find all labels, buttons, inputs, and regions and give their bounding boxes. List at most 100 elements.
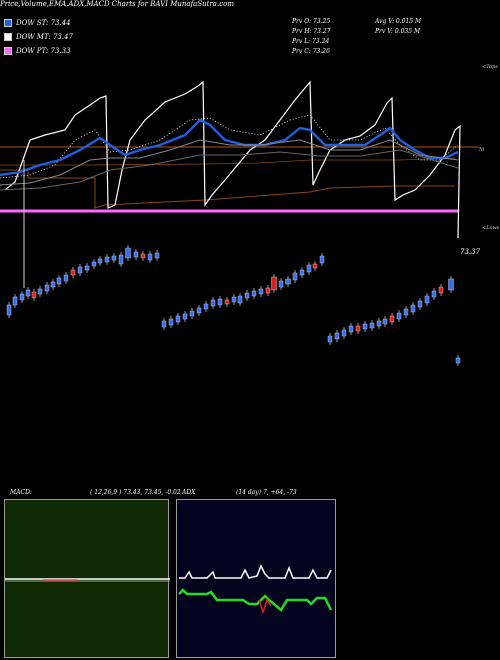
stat-prev-close: Prv C: 73.26 [292,48,330,55]
candle-body-54 [376,320,382,327]
stat-avg-volume: Avg V: 0.015 M [375,18,422,25]
candle-body-5 [37,288,43,295]
adx-white-line [179,564,332,579]
legend-label-mt: DOW MT: 73.47 [16,33,73,41]
candle-body-0 [6,304,12,316]
candle-body-46 [319,255,325,264]
ema-grey-line-b [0,149,459,191]
candle-body-21 [147,253,153,261]
candle-body-19 [133,251,139,258]
legend-swatch-pt [4,47,12,55]
candle-body-26 [182,313,188,320]
candle-body-14 [97,258,103,264]
candle-body-59 [410,304,416,313]
stat-prev-high: Prv H: 73.27 [292,28,331,35]
oscillator-line [4,80,461,239]
candle-body-9 [63,274,69,282]
candle-body-24 [168,318,174,326]
legend-label-pt: DOW PT: 73.33 [16,47,71,55]
stat-prev-low: Prv L: 73.24 [292,38,330,45]
candle-body-4 [31,291,37,299]
candle-body-15 [104,256,110,263]
candle-body-33 [231,296,237,303]
candle-body-40 [278,280,284,288]
legend-dow-mt: DOW MT: 73.47 [4,32,73,42]
candle-body-63 [438,286,444,294]
candle-body-49 [341,329,347,337]
stat-prev-open: Prv O: 73.25 [292,18,331,25]
candle-body-1 [12,296,18,306]
ema-grey-line-a [0,139,459,186]
candle-body-39 [271,276,277,291]
candle-body-34 [237,295,243,304]
candle-body-50 [348,325,354,333]
candle-body-2 [19,293,25,301]
candle-body-53 [369,322,375,329]
candle-body-29 [203,303,209,310]
candle-body-28 [196,307,202,314]
candle-body-6 [44,284,50,292]
candle-body-51 [355,325,361,332]
adx-panel [176,499,336,658]
candle-body-61 [424,295,430,304]
dow-mt-dotted-line [0,114,459,179]
candle-body-17 [118,254,124,265]
candle-body-11 [77,266,83,274]
legend-dow-pt: DOW PT: 73.33 [4,46,71,56]
macd-panel [4,499,170,658]
chart-title: Price,Volume,EMA,ADX,MACD Charts for RAV… [0,0,234,8]
candle-body-43 [299,269,305,276]
macd-chart [5,578,170,582]
candle-body-64 [448,278,454,291]
stat-prev-volume: Prv V: 0.035 M [375,28,421,35]
brown-upper-line [0,157,456,166]
legend-swatch-st [4,19,12,27]
candle-body-47 [327,335,333,343]
candle-body-41 [285,278,291,285]
price-chart [0,80,478,366]
candle-body-10 [70,269,76,276]
candle-body-13 [91,261,97,267]
candle-body-16 [111,255,117,261]
candle-body-35 [244,292,250,299]
lows-label: <Lows [482,225,500,231]
candle-body-31 [217,298,223,306]
adx-minus-di-line [258,598,272,615]
legend-label-st: DOW ST: 73.44 [16,19,71,27]
candle-body-30 [210,299,216,307]
candle-body-38 [265,287,271,294]
candle-body-37 [258,288,264,295]
legend-dow-st: DOW ST: 73.44 [4,18,71,28]
adx-plus-di-line [178,588,333,612]
candle-body-32 [224,299,230,305]
candle-body-8 [56,277,62,285]
last-price-label: 73.37 [460,248,481,256]
tops-label: <Tops [482,64,498,70]
candle-body-56 [389,315,395,323]
candle-body-36 [251,290,257,297]
candle-body-20 [140,253,146,259]
candle-body-23 [161,320,167,328]
candle-body-48 [334,332,340,340]
macd-title: MACD: [10,489,32,496]
candle-body-42 [292,272,298,281]
candle-body-7 [50,281,56,288]
candle-body-44 [306,264,312,273]
adx-params: (14 day) 7, +64, -73 [236,489,297,496]
candle-body-3 [25,289,31,297]
candle-body-52 [362,323,368,330]
candle-body-12 [84,265,90,271]
adx-chart [178,564,333,615]
adx-title: ADX [182,489,196,496]
candle-body-62 [431,290,437,298]
candle-body-57 [396,312,402,320]
candle-body-22 [154,252,160,259]
level-70-label: 70 [478,147,485,153]
candle-body-27 [189,310,195,317]
legend-swatch-mt [4,33,12,41]
candle-body-55 [382,318,388,325]
candle-body-18 [125,247,131,259]
candle-body-25 [175,315,181,323]
candle-body-45 [312,263,318,269]
candle-body-65 [455,357,461,364]
